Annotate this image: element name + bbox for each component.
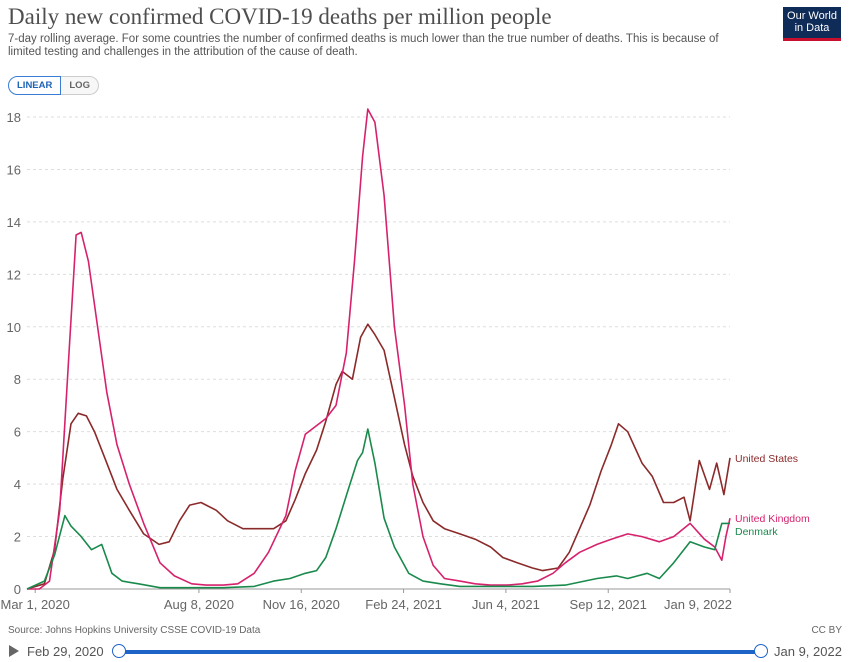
timeline-end-label: Jan 9, 2022 — [774, 644, 842, 659]
y-tick-label: 2 — [14, 530, 21, 545]
x-tick-label: Sep 12, 2021 — [570, 597, 647, 612]
x-tick-label: Jun 4, 2021 — [472, 597, 540, 612]
x-tick-label: Mar 1, 2020 — [0, 597, 69, 612]
scale-toggle: LINEAR LOG — [8, 76, 99, 95]
y-tick-label: 16 — [7, 162, 21, 177]
y-tick-label: 10 — [7, 320, 21, 335]
y-tick-label: 4 — [14, 477, 21, 492]
owid-logo[interactable]: Our World in Data — [783, 7, 841, 41]
series-label-united-kingdom[interactable]: United Kingdom — [735, 513, 810, 525]
x-tick-label: Jan 9, 2022 — [664, 597, 732, 612]
series-line-united-states — [26, 323, 731, 590]
y-tick-label: 6 — [14, 425, 21, 440]
timeline: Feb 29, 2020 Jan 9, 2022 — [0, 641, 850, 662]
y-tick-label: 18 — [7, 110, 21, 125]
log-scale-button[interactable]: LOG — [61, 76, 99, 95]
logo-line-2: in Data — [794, 22, 830, 34]
timeline-start-handle[interactable] — [112, 644, 126, 658]
x-tick-label: Aug 8, 2020 — [164, 597, 234, 612]
series-label-denmark[interactable]: Denmark — [735, 526, 778, 538]
x-tick-label: Feb 24, 2021 — [365, 597, 442, 612]
series-lines — [26, 108, 731, 590]
play-icon[interactable] — [9, 645, 19, 657]
y-tick-label: 8 — [14, 372, 21, 387]
grid — [27, 116, 730, 590]
linear-scale-button[interactable]: LINEAR — [8, 76, 62, 95]
x-tick-label: Nov 16, 2020 — [263, 597, 340, 612]
y-tick-label: 0 — [14, 582, 21, 597]
series-label-united-states[interactable]: United States — [735, 453, 798, 465]
chart-title: Daily new confirmed COVID-19 deaths per … — [8, 4, 552, 29]
license-label[interactable]: CC BY — [811, 625, 842, 636]
timeline-end-handle[interactable] — [754, 644, 768, 658]
series-line-united-kingdom — [27, 108, 731, 590]
source-note[interactable]: Source: Johns Hopkins University CSSE CO… — [8, 625, 261, 636]
timeline-start-label: Feb 29, 2020 — [27, 644, 104, 659]
timeline-track[interactable] — [118, 650, 760, 654]
line-chart: 0 2 4 6 8 10 12 14 16 18 Mar 1, 2020 Aug 8, 2020 Nov… — [0, 108, 810, 612]
y-tick-label: 14 — [7, 215, 21, 230]
chart-subtitle: 7-day rolling average. For some countrie… — [8, 33, 719, 58]
axes: 0 2 4 6 8 10 12 14 16 18 Mar 1, 2020 Aug 8, 2020 Nov… — [0, 110, 732, 612]
series-line-denmark — [26, 428, 730, 590]
logo-line-1: Our World — [787, 10, 837, 22]
y-tick-label: 12 — [7, 267, 21, 282]
